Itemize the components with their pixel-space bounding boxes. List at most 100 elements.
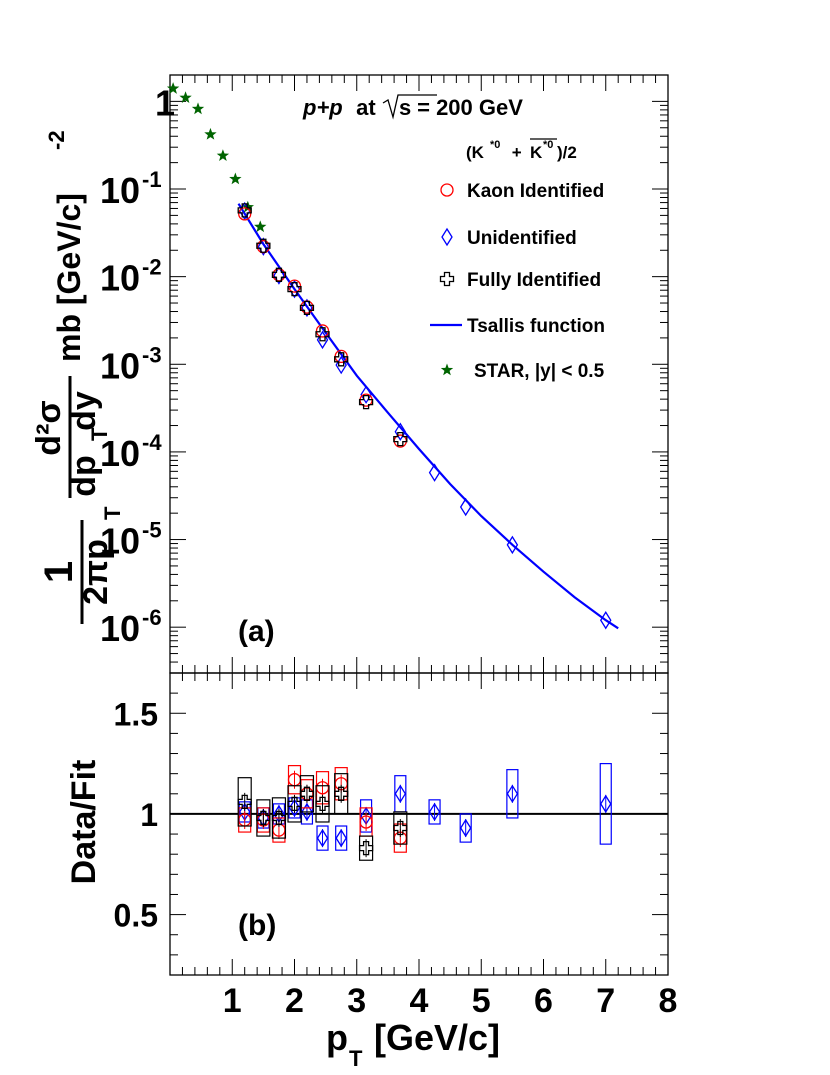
- ratio-point-unid: [599, 794, 612, 814]
- top-point-full: [271, 267, 287, 282]
- ratio-point-full: [358, 841, 374, 856]
- ylabel-den-sub: T: [87, 427, 112, 441]
- x-tick-label: 6: [534, 982, 553, 1020]
- x-tick-label: 2: [285, 982, 304, 1020]
- tsallis-curve-layer: [237, 203, 619, 630]
- x-tick-label: 4: [410, 982, 429, 1020]
- top-point-star: [166, 82, 180, 94]
- top-y-tick-label: 10: [100, 345, 140, 386]
- top-point-star: [254, 220, 267, 233]
- top-point-unid: [257, 237, 270, 256]
- top-y-tick-exponent: -3: [142, 342, 162, 367]
- xlabel-rest: [GeV/c]: [364, 1017, 500, 1058]
- x-tick-label: 7: [596, 982, 615, 1020]
- panel-label-a: (a): [238, 615, 275, 648]
- xlabel-main: p: [326, 1017, 348, 1058]
- panel-label-b: (b): [238, 909, 276, 942]
- top-point-star: [216, 149, 230, 161]
- top-point-unid: [506, 535, 519, 555]
- top-y-tick-exponent: -4: [142, 430, 162, 455]
- legend-marker-kaon: [440, 183, 454, 197]
- ratio-point-unid: [428, 802, 441, 822]
- ratio-point-unid: [288, 798, 301, 818]
- bottom-marker-layer: [237, 762, 612, 861]
- title-reaction: p+p: [302, 95, 343, 120]
- top-point-full: [393, 431, 408, 447]
- ylabel-den: dp: [65, 455, 103, 497]
- ratio-point-full: [299, 786, 315, 801]
- ratio-point-full: [393, 820, 408, 836]
- top-point-star: [191, 102, 205, 115]
- ratio-point-full: [315, 796, 330, 812]
- x-tick-label: 1: [223, 982, 242, 1020]
- ylabel-prefix-den-sub: T: [100, 506, 125, 520]
- legend: Kaon Identified Unidentified Fully Identif…: [430, 181, 605, 382]
- ylabel-units: mb [GeV/c]: [51, 193, 87, 362]
- bottom-axes: 1 2 3 4 5 6 7 8 0.5 1 1.5: [114, 672, 677, 1020]
- top-point-star: [229, 172, 242, 185]
- top-y-tick-label: 10: [100, 170, 140, 211]
- bottom-y-tick-label: 0.5: [114, 898, 158, 934]
- tsallis-fit-line: [237, 203, 619, 630]
- x-axis-title: p T [GeV/c]: [326, 1017, 500, 1071]
- title-energy: = 200 GeV: [411, 95, 523, 120]
- top-y-tick-exponent: -5: [142, 518, 162, 543]
- top-y-tick-label: 10: [100, 521, 140, 562]
- legend-marker-full: [439, 271, 455, 287]
- species-plus: +: [507, 143, 526, 162]
- ylabel-units-exp: -2: [44, 130, 69, 150]
- x-tick-label: 5: [472, 982, 491, 1020]
- ratio-point-full: [287, 796, 302, 812]
- ratio-point-unid: [394, 784, 407, 804]
- top-point-full: [299, 300, 315, 316]
- legend-label-star: STAR, |y| < 0.5: [474, 361, 605, 382]
- top-y-tick-exponent: -1: [142, 167, 162, 192]
- top-point-star: [204, 127, 217, 140]
- chart-title: p+p at s = 200 GeV: [302, 94, 523, 120]
- top-point-unid: [599, 611, 612, 630]
- top-point-full: [358, 394, 374, 410]
- top-panel: 110-110-210-310-410-510-6 p+p at s = 200…: [30, 74, 669, 674]
- sqrt-sign-icon: [382, 94, 437, 120]
- title-sqrt-arg: s: [399, 95, 411, 120]
- top-point-unid: [459, 497, 472, 517]
- legend-label-full: Fully Identified: [467, 270, 601, 291]
- top-point-full: [237, 203, 252, 218]
- ratio-point-unid: [335, 828, 347, 848]
- top-point-star: [179, 91, 192, 104]
- top-y-tick-label: 10: [100, 433, 140, 474]
- bottom-y-axis-title: Data/Fit: [65, 760, 103, 885]
- species-sup1: *0: [490, 139, 500, 151]
- bottom-panel: 1 2 3 4 5 6 7 8 0.5 1 1.5 (b) Data/Fit: [65, 672, 677, 1020]
- top-axes: 110-110-210-310-410-510-6: [100, 74, 669, 674]
- ratio-point-kaon: [359, 815, 373, 829]
- top-point-full: [256, 238, 271, 253]
- species-label: (K *0 + K *0 )/2: [466, 138, 577, 162]
- top-point-full: [287, 281, 302, 297]
- ratio-point-full: [256, 810, 271, 826]
- ylabel-num: d²σ: [30, 400, 68, 455]
- top-point-kaon: [238, 207, 252, 221]
- bottom-y-tick-label: 1.5: [114, 696, 158, 732]
- legend-label-kaon: Kaon Identified: [467, 181, 604, 202]
- species-close: )/2: [557, 143, 577, 162]
- ratio-point-unid: [316, 828, 329, 848]
- top-point-kaon: [315, 324, 330, 338]
- top-point-unid: [394, 422, 407, 441]
- top-y-axis-title: 1 2πp T d²σ dp T dy mb [GeV/c] -2: [30, 130, 125, 624]
- top-y-tick-label: 10: [100, 608, 140, 649]
- top-point-full: [315, 327, 330, 342]
- ratio-point-unid: [506, 784, 519, 804]
- title-at: at: [350, 95, 382, 120]
- legend-label-unid: Unidentified: [467, 228, 577, 249]
- species-sup2: *0: [543, 139, 553, 151]
- top-y-tick-exponent: -2: [142, 255, 162, 280]
- legend-marker-unid: [441, 227, 453, 247]
- x-tick-label: 3: [347, 982, 366, 1020]
- top-y-tick-exponent: -6: [142, 605, 162, 630]
- ratio-point-full: [334, 786, 349, 801]
- ratio-point-full: [271, 810, 287, 826]
- ylabel-den-rest: dy: [65, 391, 103, 431]
- legend-label-fit: Tsallis function: [467, 316, 605, 337]
